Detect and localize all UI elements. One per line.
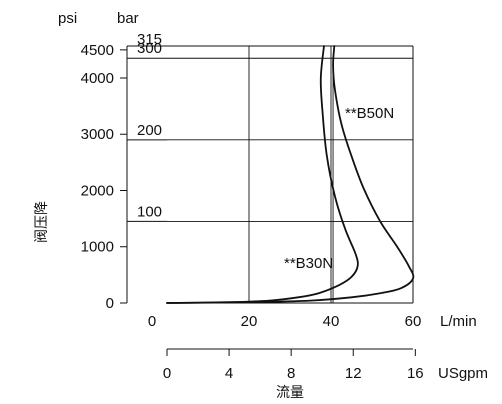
bar-tick-label-200: 200: [137, 122, 162, 139]
curve-b30n: [166, 45, 359, 304]
usgpm-tick-label-4: 4: [225, 365, 233, 382]
usgpm-tick-label-0: 0: [163, 365, 171, 382]
lmin-unit-label: L/min: [440, 313, 477, 330]
usgpm-unit-label: USgpm: [438, 365, 488, 382]
curves: [166, 45, 415, 304]
psi-tick-label-1000: 1000: [81, 239, 114, 256]
usgpm-tick-label-8: 8: [287, 365, 295, 382]
usgpm-tick-label-16: 16: [407, 365, 424, 382]
bar-tick-label-300: 300: [137, 40, 162, 57]
lmin-tick-label-60: 60: [405, 313, 422, 330]
label-b50n: **B50N: [345, 105, 394, 122]
usgpm-axis-ticks: 0 4 8 12 16: [163, 349, 424, 382]
psi-tick-label-3000: 3000: [81, 126, 114, 143]
bar-tick-label-315: 315: [137, 31, 162, 48]
label-b30n: **B30N: [284, 255, 333, 272]
usgpm-tick-label-12: 12: [345, 365, 362, 382]
lmin-tick-label-40: 40: [323, 313, 340, 330]
lmin-tick-label-20: 20: [241, 313, 258, 330]
psi-axis-ticks: 0 1000 2000 3000 4000 4500: [81, 42, 127, 312]
psi-tick-label-4000: 4000: [81, 70, 114, 87]
lmin-tick-label-0: 0: [148, 313, 156, 330]
y-axis-title: 阀压降: [34, 201, 50, 243]
x-axis-title: 流量: [276, 385, 304, 401]
bar-tick-label-100: 100: [137, 203, 162, 220]
bar-unit-label: bar: [117, 10, 139, 27]
psi-tick-label-0: 0: [106, 295, 114, 312]
psi-tick-label-4500: 4500: [81, 42, 114, 59]
psi-tick-label-2000: 2000: [81, 182, 114, 199]
lmin-axis-ticks: 0 20 40 60: [148, 313, 422, 330]
psi-unit-label: psi: [58, 10, 77, 27]
curve-b50n: [166, 45, 415, 304]
